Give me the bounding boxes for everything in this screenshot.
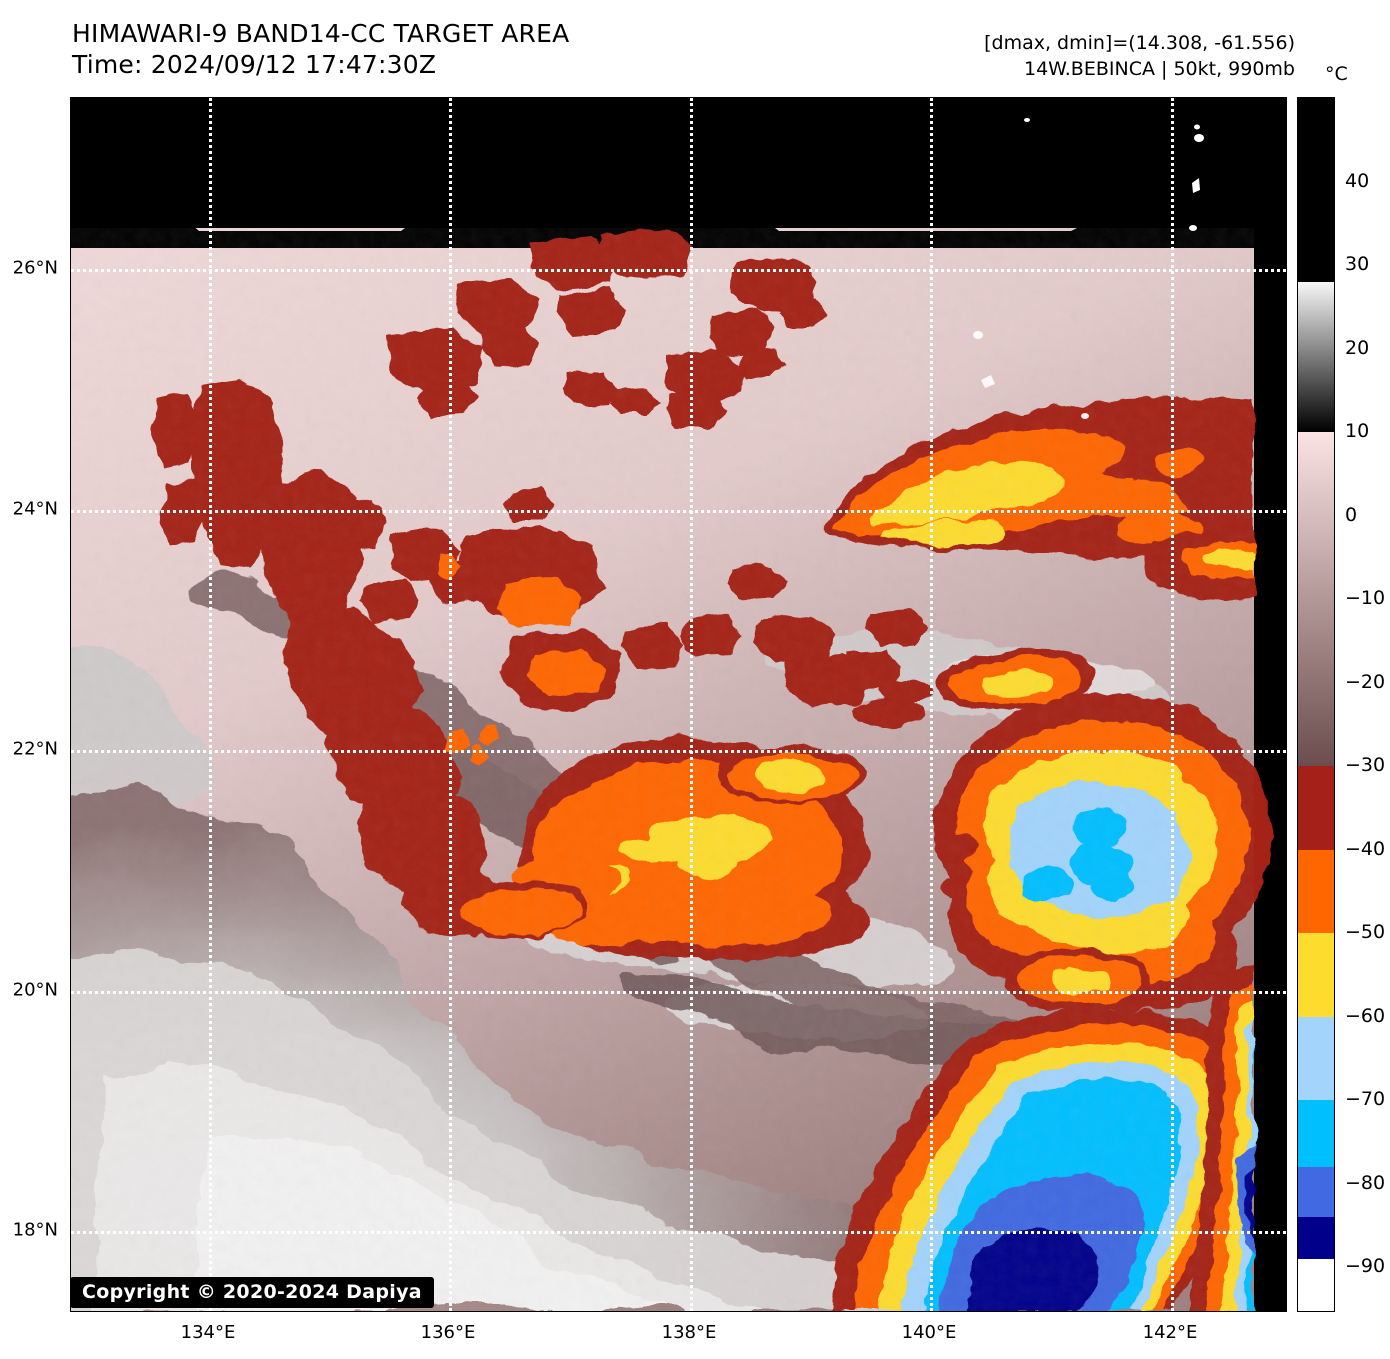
satellite-infrared-image xyxy=(71,98,1286,1311)
temperature-colorbar[interactable] xyxy=(1297,97,1335,1312)
metadata-block: [dmax, dmin]=(14.308, -61.556) 14W.BEBIN… xyxy=(984,30,1295,82)
title-block: HIMAWARI-9 BAND14-CC TARGET AREA Time: 2… xyxy=(72,18,569,80)
colorbar-tick-label: −80 xyxy=(1345,1171,1386,1194)
gridline-lon-142 xyxy=(1171,98,1174,1311)
colorbar-band xyxy=(1298,281,1334,433)
page-title: HIMAWARI-9 BAND14-CC TARGET AREA xyxy=(72,19,570,48)
xtick-label: 136°E xyxy=(420,1322,476,1343)
colorbar-tick-label: −50 xyxy=(1345,921,1386,944)
ytick-label: 24°N xyxy=(12,498,58,520)
colorbar-tick-label: −10 xyxy=(1345,587,1386,610)
colorbar-tick-label: −90 xyxy=(1345,1255,1386,1278)
colorbar-tick-label: 30 xyxy=(1345,253,1370,276)
data-minmax-label: [dmax, dmin]=(14.308, -61.556) xyxy=(984,32,1295,54)
satellite-image-panel[interactable] xyxy=(70,97,1287,1312)
gridline-lon-138 xyxy=(690,98,693,1311)
gridline-lon-140 xyxy=(930,98,933,1311)
colorbar-band xyxy=(1298,1217,1334,1259)
colorbar-band xyxy=(1298,766,1334,850)
storm-info-label: 14W.BEBINCA | 50kt, 990mb xyxy=(1023,58,1295,80)
colorbar-band xyxy=(1298,98,1334,282)
ytick-label: 22°N xyxy=(12,738,58,760)
xtick-label: 140°E xyxy=(901,1322,957,1343)
colorbar-tick-label: 0 xyxy=(1345,503,1358,526)
gridline-lat-22 xyxy=(71,750,1286,753)
colorbar-band xyxy=(1298,1167,1334,1218)
colorbar-band xyxy=(1298,1258,1334,1309)
xtick-label: 134°E xyxy=(180,1322,236,1343)
colorbar-tick-label: 10 xyxy=(1345,420,1370,443)
colorbar-band xyxy=(1298,933,1334,1017)
colorbar-unit-label: °C xyxy=(1325,63,1348,85)
colorbar-tick-label: −30 xyxy=(1345,754,1386,777)
timestamp-label: Time: 2024/09/12 17:47:30Z xyxy=(72,50,437,79)
colorbar-tick-label: 40 xyxy=(1345,169,1370,192)
colorbar-tick-label: −70 xyxy=(1345,1088,1386,1111)
colorbar-tick-label: −60 xyxy=(1345,1004,1386,1027)
xtick-label: 138°E xyxy=(661,1322,717,1343)
colorbar-tick-label: −20 xyxy=(1345,670,1386,693)
gridline-lat-26 xyxy=(71,269,1286,272)
copyright-banner: Copyright © 2020-2024 Dapiya xyxy=(70,1277,434,1308)
gridline-lon-134 xyxy=(209,98,212,1311)
ytick-label: 26°N xyxy=(12,257,58,279)
gridline-lat-20 xyxy=(71,991,1286,994)
ytick-label: 18°N xyxy=(12,1219,58,1241)
colorbar-band xyxy=(1298,1016,1334,1101)
colorbar-band xyxy=(1298,432,1334,767)
colorbar-tick-label: 20 xyxy=(1345,336,1370,359)
colorbar-band xyxy=(1298,1100,1334,1168)
gridline-lat-18 xyxy=(71,1231,1286,1234)
colorbar-band xyxy=(1298,849,1334,934)
gridline-lat-24 xyxy=(71,510,1286,513)
ytick-label: 20°N xyxy=(12,979,58,1001)
xtick-label: 142°E xyxy=(1142,1322,1198,1343)
colorbar-tick-label: −40 xyxy=(1345,837,1386,860)
gridline-lon-136 xyxy=(449,98,452,1311)
